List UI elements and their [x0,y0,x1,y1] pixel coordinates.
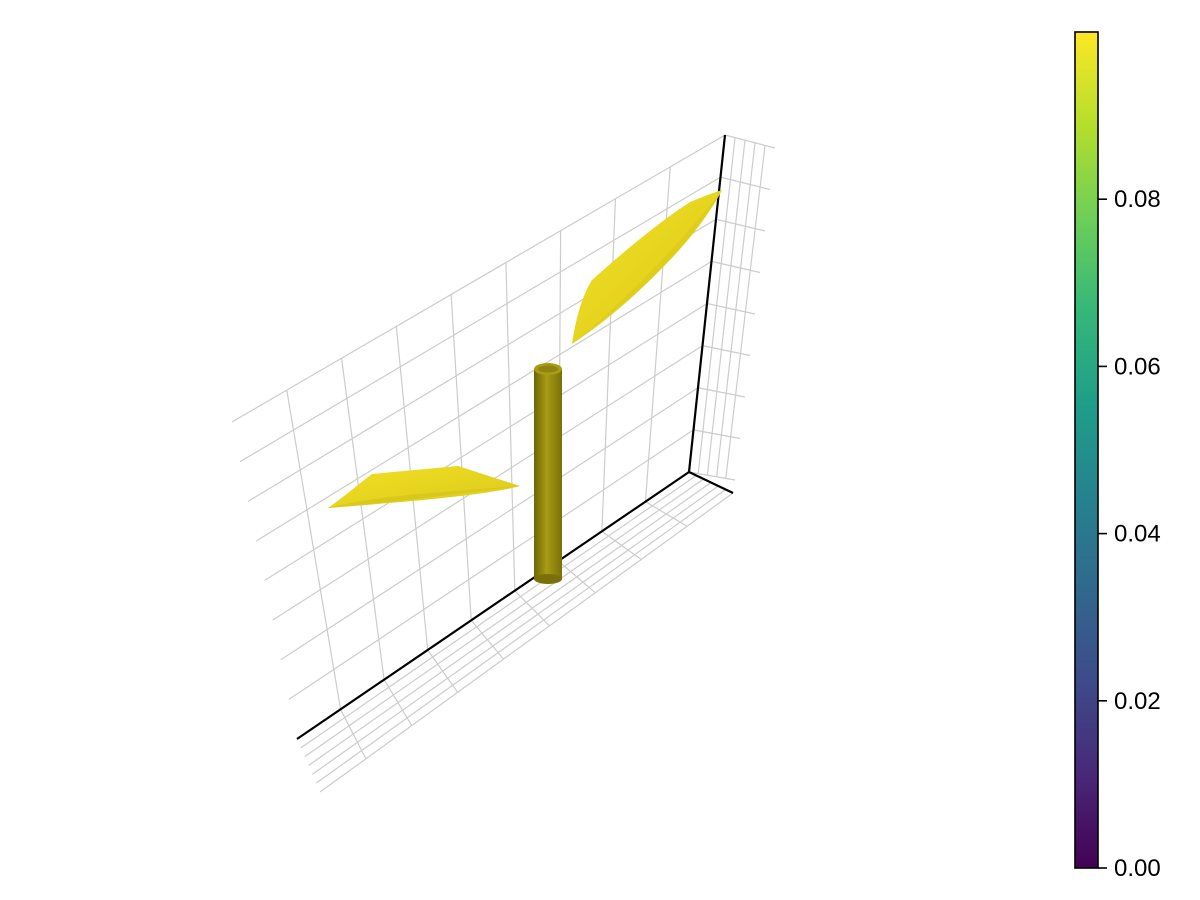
colorbar-gradient [1075,32,1098,868]
grid-line-horizontal [256,261,711,541]
floor-grid-line [301,476,696,748]
floor-grid-line-cross [428,650,458,692]
floor-grid-line [309,483,712,766]
floor-grid-line-cross [471,620,503,659]
colorbar-tick-label: 0.06 [1114,353,1161,380]
grid-line-horizontal [281,388,698,660]
floor-grid-line-cross [515,591,550,626]
side-grid-line [725,135,775,148]
grid-line-vertical [287,390,341,709]
colorbar-tick-label: 0.02 [1114,688,1161,715]
grid-line-vertical [506,263,515,591]
side-grid-line [712,261,761,272]
colorbar-tick-label: 0.00 [1114,855,1161,882]
side-grid-line [707,304,755,315]
leaf-right [572,190,722,344]
floor-grid-line [305,479,704,757]
side-grid-line [721,177,771,189]
side-grid-line-vertical [726,145,765,478]
colorbar-tick-label: 0.08 [1114,186,1161,213]
colorbar-ticks: 0.00 0.02 0.04 0.06 0.08 [1098,186,1161,882]
side-grid-line [703,346,751,356]
colorbar: 0.00 0.02 0.04 0.06 0.08 [1075,32,1161,882]
stem-cylinder [534,363,562,584]
side-grid-line-vertical [717,143,755,477]
grid-line-vertical [602,199,616,532]
grid-line-horizontal [265,304,708,581]
colorbar-tick-label: 0.04 [1114,521,1161,548]
floor-grid-line [312,486,718,774]
grid-lines [232,135,775,792]
grid-line-horizontal [289,430,694,700]
floor-grid-line [316,490,726,784]
grid-line-vertical [645,167,670,502]
side-grid-line-vertical [707,140,745,475]
side-grid-line [698,388,745,397]
grid-line-horizontal [240,177,720,462]
plot-3d-scene[interactable] [232,135,775,792]
grid-line-vertical [342,358,385,679]
side-grid-line [694,430,741,439]
floor-grid-line [320,493,733,792]
grid-line-vertical [451,294,471,620]
x-axis-line [297,472,689,739]
floor-grid-line-cross [384,680,412,726]
side-grid-line [716,219,765,231]
